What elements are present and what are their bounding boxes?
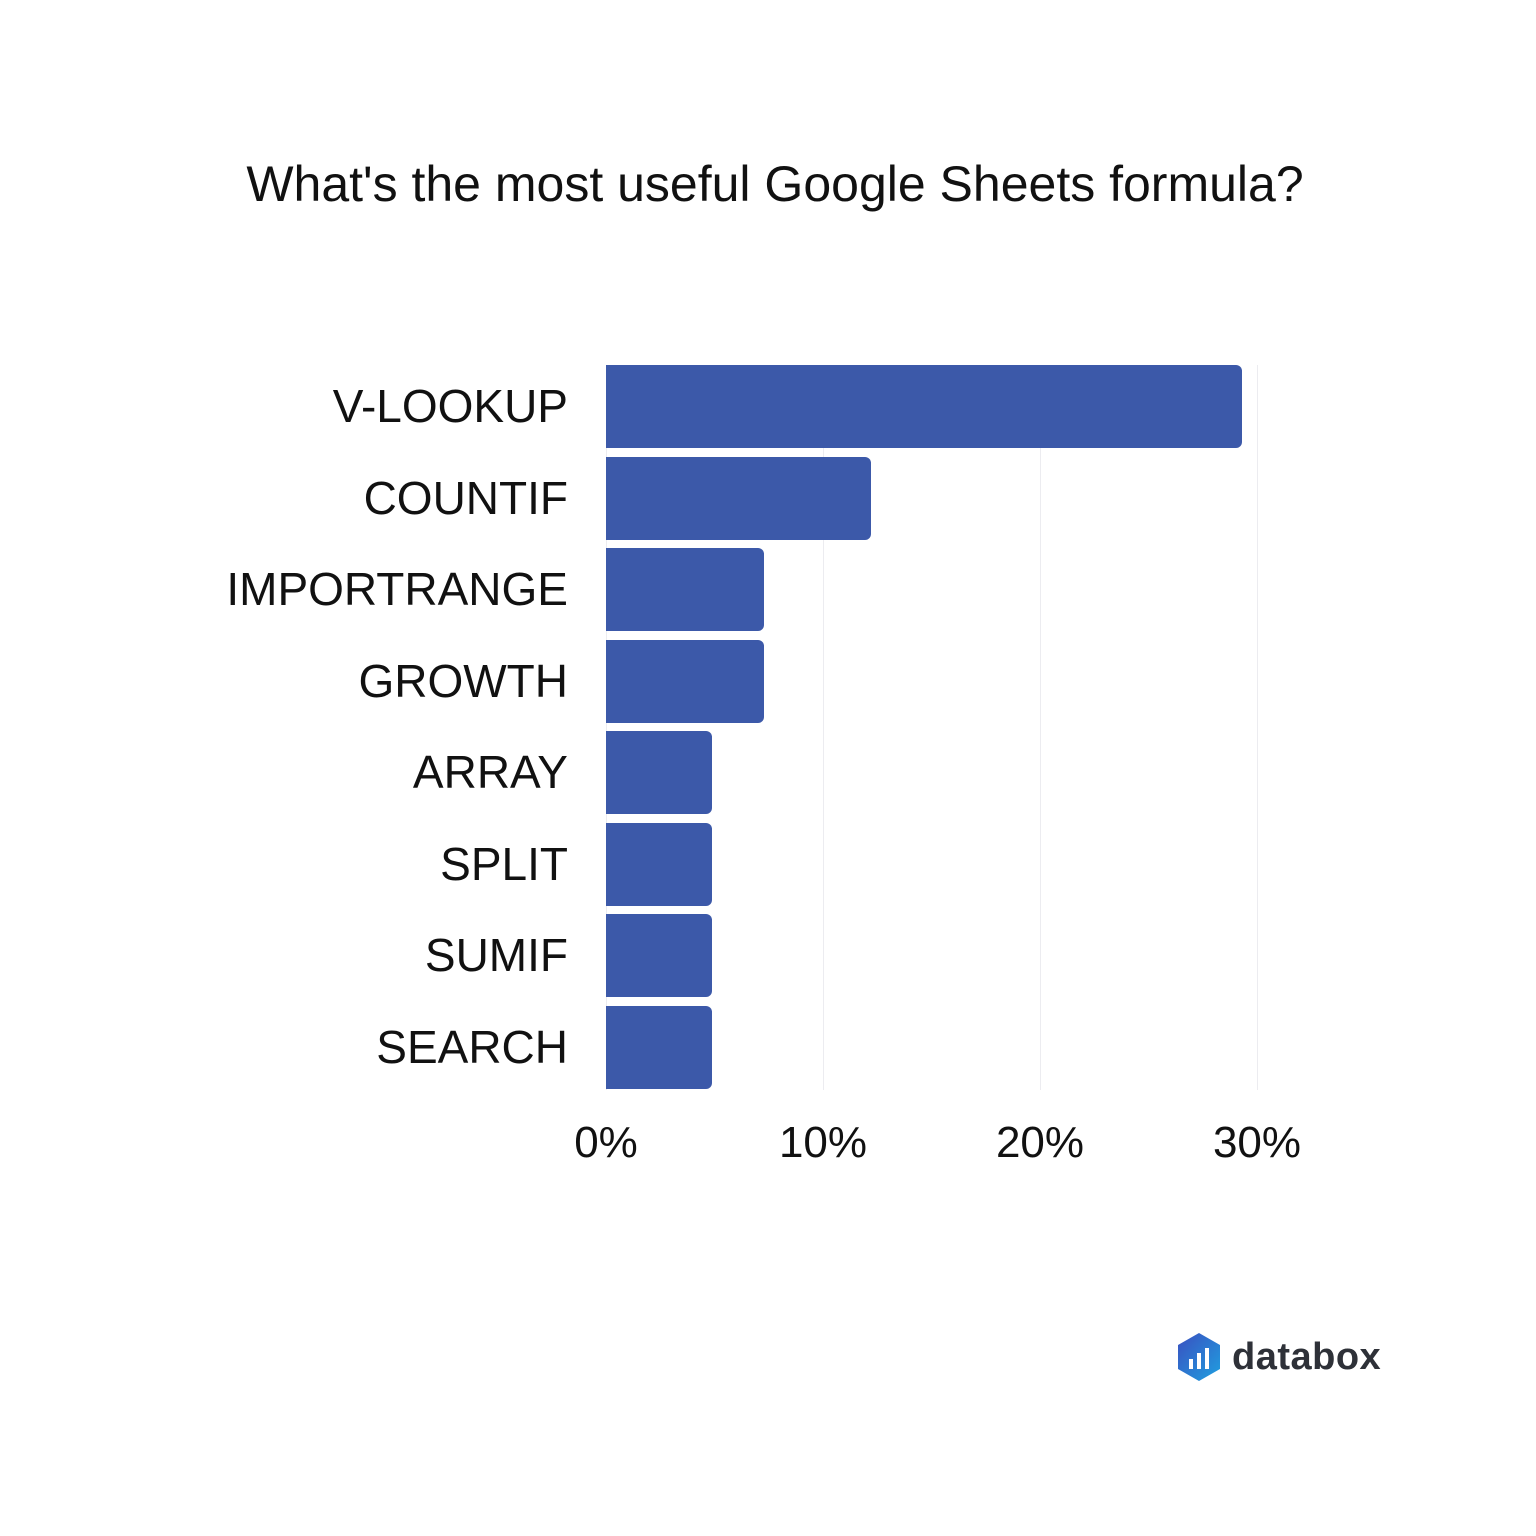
- category-label: COUNTIF: [363, 471, 568, 524]
- category-label: V-LOOKUP: [332, 380, 568, 432]
- brand-name: databox: [1232, 1335, 1382, 1378]
- category-label: SUMIF: [424, 929, 568, 981]
- category-label: GROWTH: [358, 654, 568, 707]
- gridline: [606, 365, 607, 1090]
- databox-logo: databox: [1176, 1332, 1381, 1382]
- gridline: [1257, 365, 1258, 1090]
- gridline: [1040, 365, 1041, 1090]
- bar: [606, 456, 871, 540]
- gridline: [823, 365, 824, 1090]
- x-tick: 30%: [1212, 1118, 1302, 1167]
- x-tick: 20%: [995, 1118, 1085, 1167]
- x-tick: 10%: [778, 1118, 868, 1167]
- databox-hexagon-icon: [1178, 1333, 1220, 1381]
- bar: [606, 822, 713, 906]
- bar: [606, 365, 1242, 448]
- bar: [606, 914, 713, 997]
- chart-title: What's the most useful Google Sheets for…: [246, 156, 1304, 212]
- bar: [606, 1005, 713, 1089]
- bar: [606, 731, 713, 814]
- x-tick: 0%: [574, 1118, 638, 1167]
- category-label: IMPORTRANGE: [226, 563, 568, 615]
- plot-area: [606, 365, 1258, 1090]
- category-label: ARRAY: [412, 746, 568, 798]
- category-label: SPLIT: [440, 837, 568, 890]
- category-label: SEARCH: [376, 1020, 568, 1073]
- bar: [606, 639, 765, 723]
- bar: [606, 548, 765, 631]
